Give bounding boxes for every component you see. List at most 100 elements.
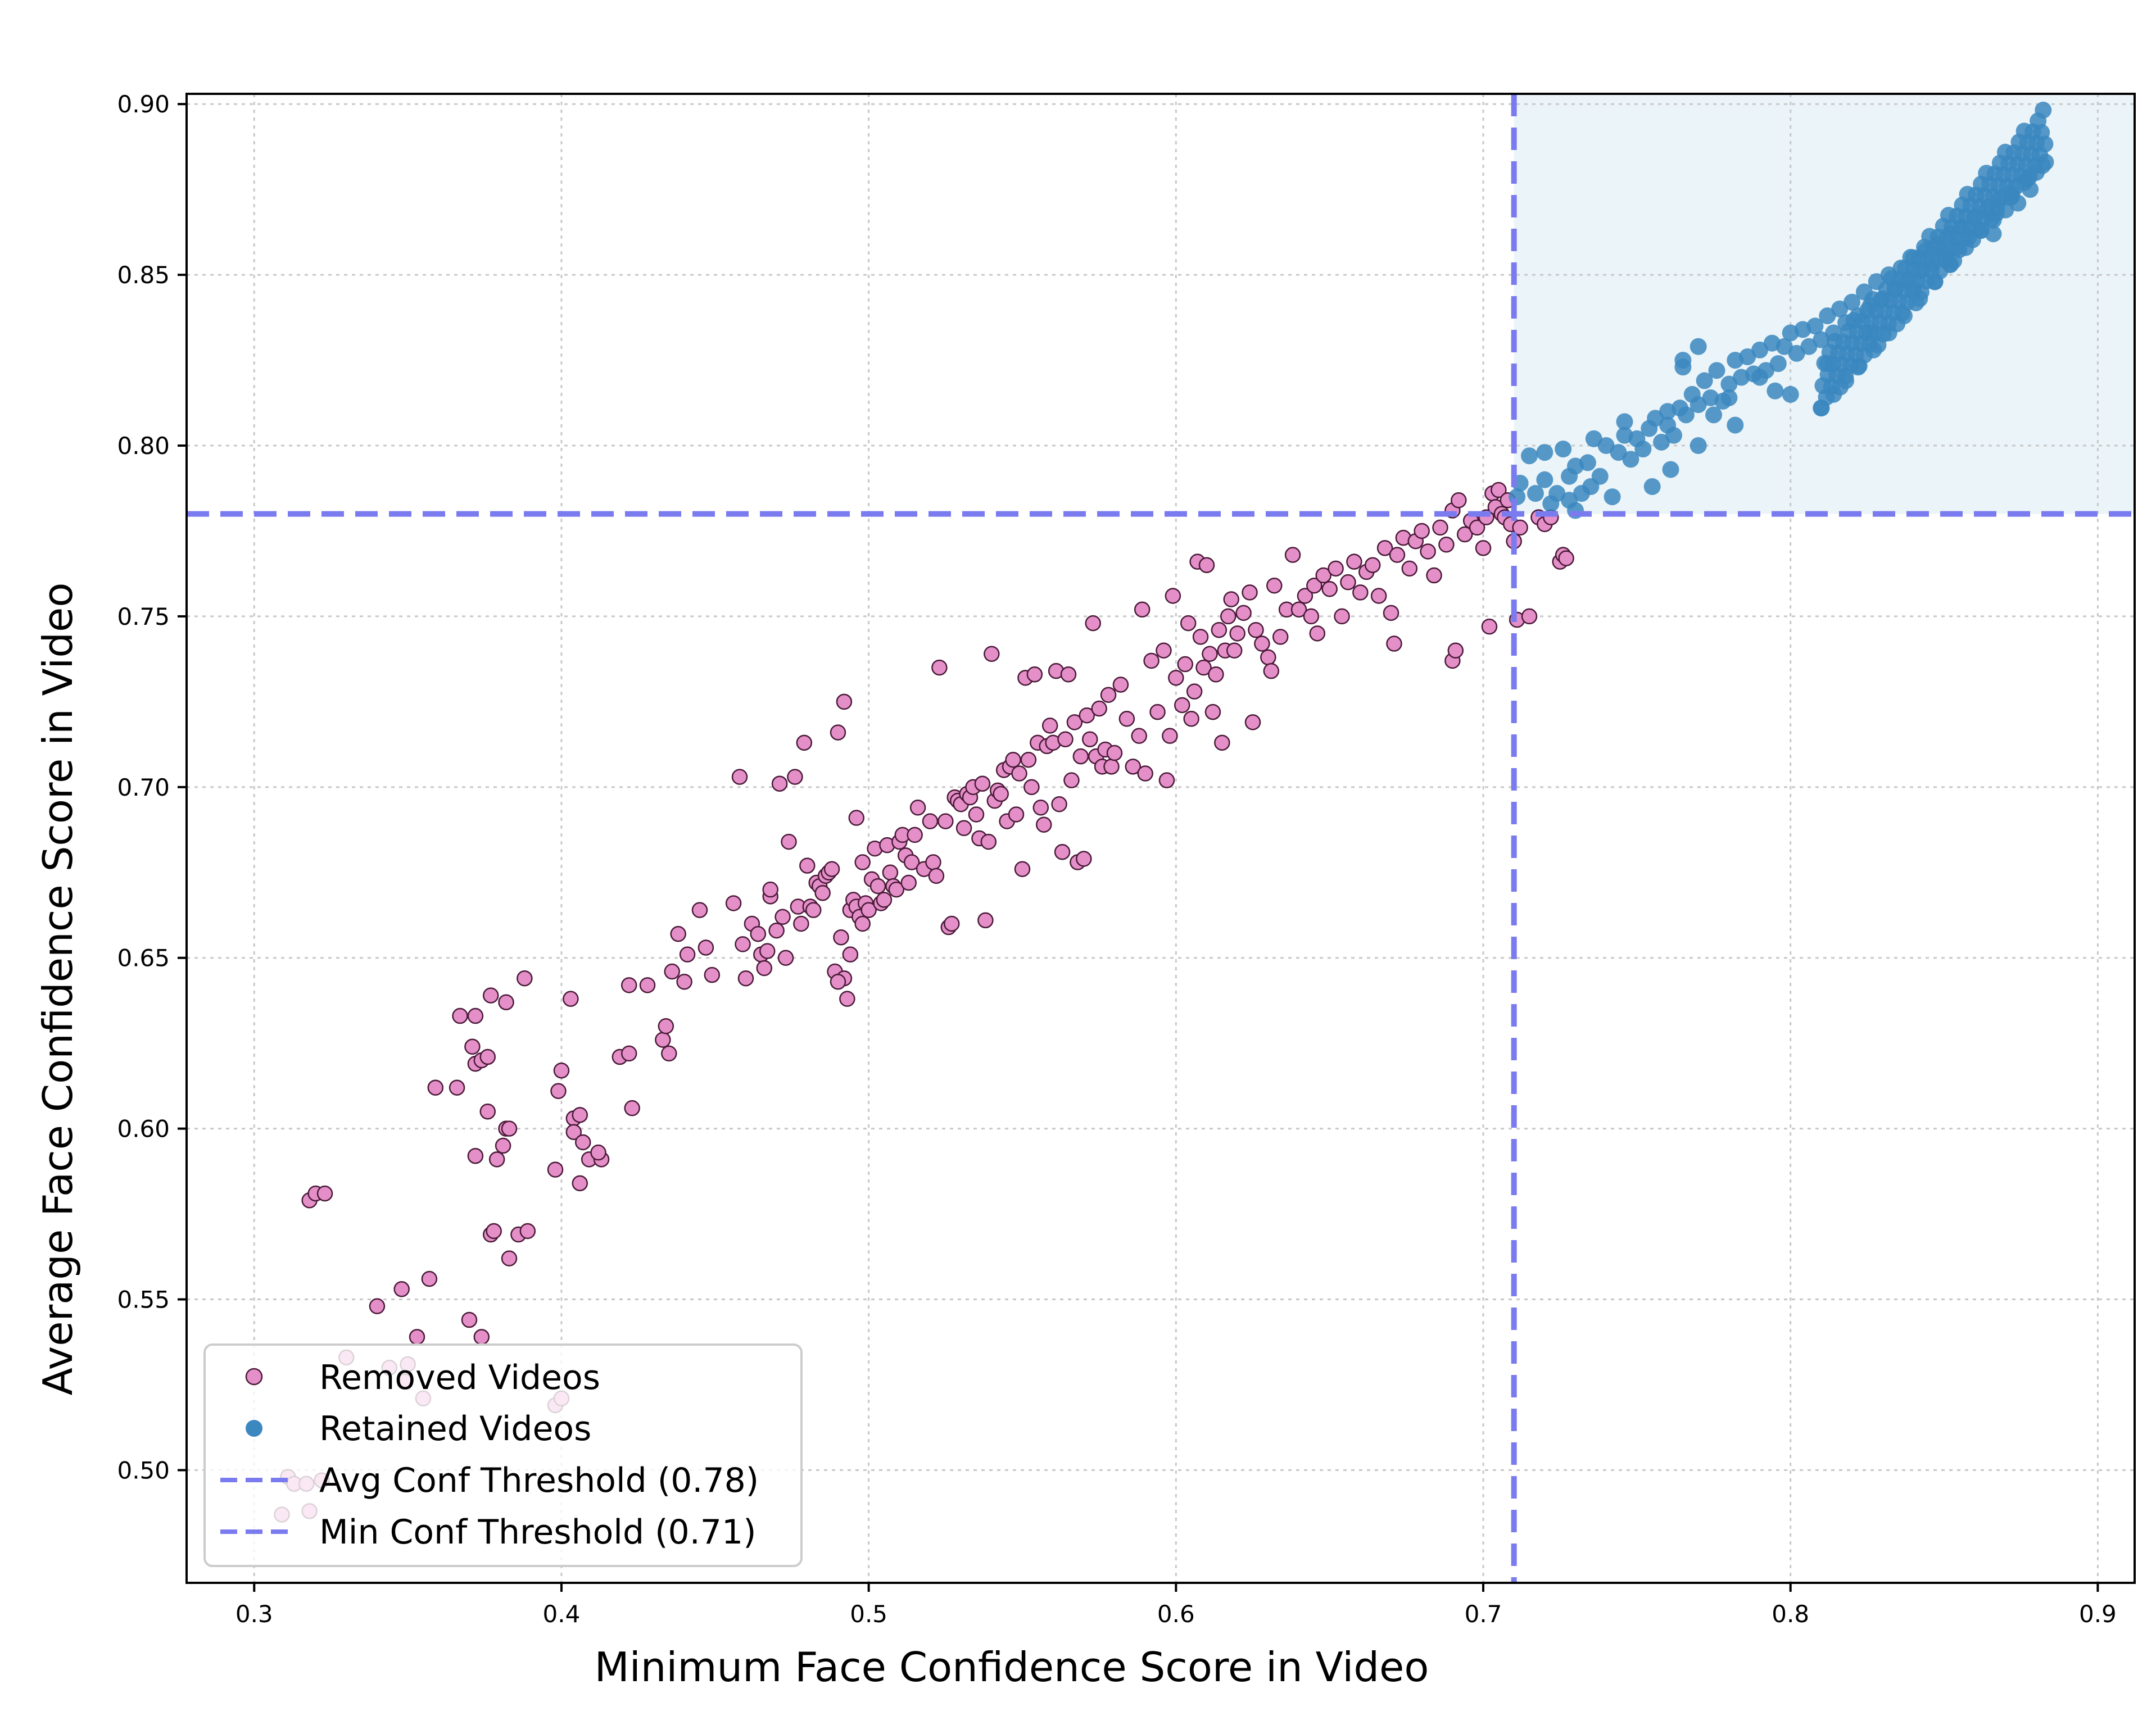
removed-point [1149, 703, 1166, 720]
removed-point [793, 915, 809, 932]
removed-point [488, 1151, 505, 1168]
removed-point [1060, 666, 1077, 683]
removed-point [1008, 806, 1025, 823]
removed-point [661, 1045, 677, 1062]
removed-point [854, 854, 871, 870]
removed-point [768, 922, 785, 939]
retained-point [1597, 437, 1615, 455]
retained-point [1775, 338, 1793, 355]
removed-point [771, 775, 788, 792]
removed-point [1386, 635, 1402, 652]
removed-point [1131, 728, 1147, 744]
removed-point [461, 1311, 478, 1328]
retained-point [1690, 338, 1707, 355]
removed-point [1020, 751, 1037, 768]
removed-point [1211, 621, 1228, 638]
x-tick-label: 0.3 [235, 1600, 273, 1628]
legend-label-avg-threshold: Avg Conf Threshold (0.78) [319, 1461, 759, 1500]
legend-box [203, 1343, 803, 1567]
y-tick-label: 0.50 [117, 1456, 170, 1484]
removed-point [1204, 703, 1221, 720]
removed-point [1076, 851, 1092, 867]
retained-point [1696, 372, 1713, 389]
removed-point [624, 1100, 640, 1116]
removed-point [1254, 635, 1270, 652]
removed-point [984, 646, 1000, 662]
retained-point [1634, 441, 1652, 458]
removed-point [750, 925, 767, 942]
removed-point [1014, 861, 1031, 877]
removed-point [1260, 649, 1276, 666]
removed-point [796, 734, 813, 751]
removed-point [1229, 625, 1245, 642]
removed-point [1214, 734, 1230, 751]
removed-points [274, 482, 1574, 1523]
removed-point [1284, 547, 1301, 563]
removed-point [725, 895, 742, 911]
retained-point [1555, 441, 1572, 458]
removed-point [980, 833, 997, 850]
y-tick-label: 0.60 [117, 1115, 170, 1143]
retained-point [1831, 300, 1849, 317]
x-axis-title: Minimum Face Confidence Score in Video [595, 1644, 1429, 1691]
removed-point [974, 775, 991, 792]
removed-point [501, 1250, 518, 1266]
removed-point [854, 915, 871, 932]
x-tick-label: 0.4 [543, 1600, 581, 1628]
removed-point [762, 881, 778, 898]
removed-point [1091, 700, 1107, 717]
removed-point [993, 786, 1009, 802]
plot-frame [185, 93, 2136, 1584]
removed-point [1174, 697, 1190, 714]
retained-point [1751, 369, 1769, 386]
removed-point [842, 946, 859, 963]
removed-point [316, 1185, 333, 1202]
removed-point [1290, 601, 1307, 618]
removed-point [590, 1144, 606, 1161]
removed-point [931, 659, 948, 676]
retained-point [1653, 433, 1670, 451]
x-tick-label: 0.8 [1772, 1600, 1809, 1628]
removed-point [393, 1281, 410, 1297]
removed-point [1438, 537, 1455, 553]
removed-point [1328, 560, 1344, 577]
removed-point [473, 1329, 490, 1345]
removed-point [1158, 772, 1175, 788]
removed-point [409, 1329, 425, 1345]
removed-point [1168, 670, 1184, 686]
retained-point [1782, 385, 1799, 403]
removed-point [1118, 711, 1135, 727]
removed-point [737, 970, 754, 987]
retained-point [1527, 485, 1544, 502]
removed-point [676, 974, 692, 990]
removed-point [925, 854, 941, 870]
removed-point [1426, 567, 1442, 584]
removed-point [774, 909, 791, 925]
retained-point [1585, 430, 1602, 447]
removed-point [759, 943, 776, 959]
retained-point [1665, 426, 1682, 444]
removed-point [1226, 642, 1243, 659]
removed-point [1266, 577, 1283, 594]
removed-point [1306, 577, 1322, 594]
retained-point [1708, 362, 1725, 379]
removed-point [1401, 560, 1418, 577]
removed-point [697, 939, 714, 956]
removed-point [937, 813, 954, 829]
retained-point [1819, 307, 1836, 325]
removed-point [1364, 557, 1381, 574]
retained-point [1616, 413, 1633, 430]
removed-point [777, 950, 794, 966]
removed-point [1085, 615, 1101, 632]
y-tick-label: 0.90 [117, 90, 170, 118]
retained-point [1720, 375, 1738, 393]
removed-point [1023, 779, 1040, 796]
removed-point [1451, 492, 1467, 509]
retained-point [1739, 348, 1756, 366]
removed-point [1432, 519, 1448, 536]
removed-point [1340, 574, 1356, 591]
removed-point [479, 1103, 496, 1120]
removed-point [1054, 844, 1071, 860]
x-tick-label: 0.6 [1157, 1600, 1195, 1628]
removed-point [1346, 553, 1362, 570]
